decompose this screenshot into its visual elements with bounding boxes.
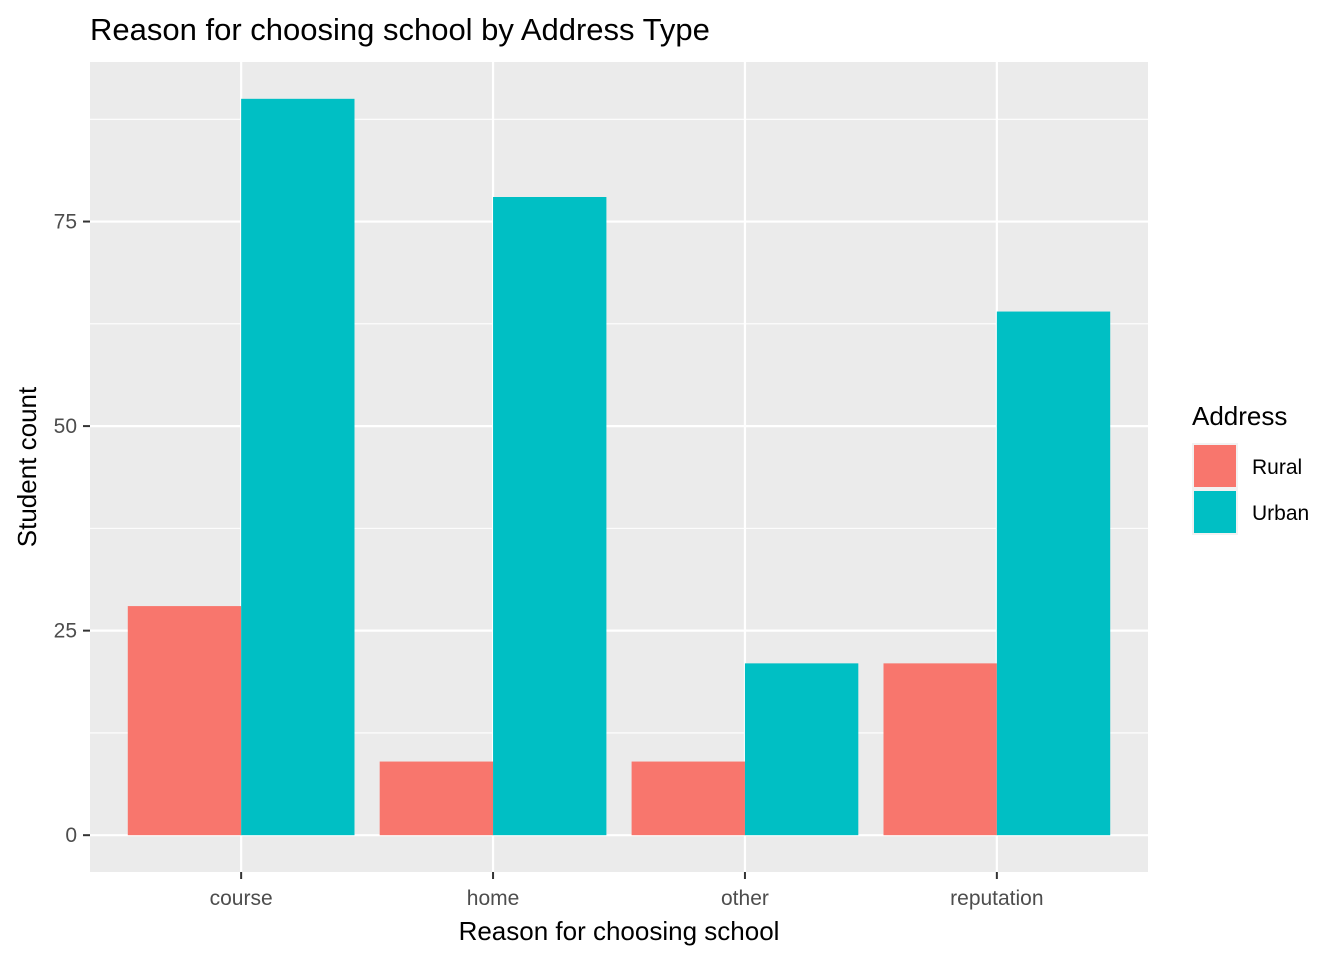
bar-urban-home [493,197,607,836]
bars-group [127,98,1111,836]
legend-swatch-rural [1194,445,1236,487]
legend-title: Address [1192,401,1287,431]
y-axis: 0 25 50 75 [54,211,90,847]
chart-title: Reason for choosing school by Address Ty… [90,12,710,47]
bar-urban-course [241,98,355,836]
y-tick-label-3: 75 [54,211,77,234]
x-tick-label-1: home [467,887,520,910]
bar-rural-course [127,606,242,836]
y-tick-label-1: 25 [54,620,77,643]
y-tick-label-2: 50 [54,415,77,438]
bar-rural-reputation [883,663,997,836]
x-tick-label-0: course [210,887,273,910]
x-tick-label-3: reputation [950,887,1043,910]
bar-urban-other [744,663,859,836]
bar-urban-reputation [996,311,1111,836]
y-tick-label-0: 0 [65,824,77,847]
legend: Address Rural Urban [1192,401,1309,535]
legend-label-urban: Urban [1252,502,1309,525]
bar-rural-home [379,761,494,836]
x-axis: course home other reputation [210,872,1044,910]
bar-rural-other [631,761,745,836]
x-tick-label-2: other [721,887,769,910]
legend-label-rural: Rural [1252,456,1302,479]
y-axis-title: Student count [12,386,42,547]
legend-swatch-urban [1194,491,1236,533]
x-axis-title: Reason for choosing school [459,916,780,946]
